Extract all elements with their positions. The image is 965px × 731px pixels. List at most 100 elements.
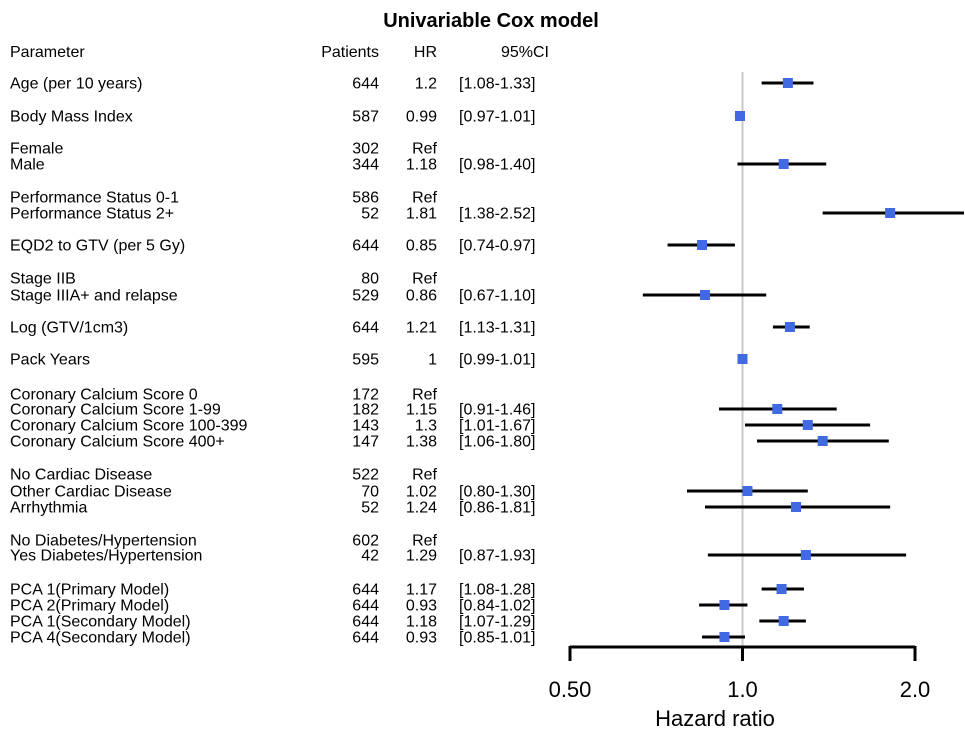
forest-rows: Age (per 10 years) 644 1.2 [1.08-1.33] Body …: [10, 76, 964, 647]
row-patients: 70: [361, 484, 379, 501]
x-tick-label: 0.50: [549, 677, 592, 702]
row-hr: 0.85: [406, 238, 437, 255]
hr-marker: [784, 322, 795, 332]
hr-marker: [719, 632, 730, 642]
hr-marker: [772, 404, 783, 414]
row-label: No Diabetes/Hypertension: [10, 533, 197, 550]
hr-marker: [817, 436, 828, 446]
row-patients: 586: [352, 190, 379, 207]
row-patients: 522: [352, 467, 379, 484]
hr-marker: [734, 111, 745, 121]
row-patients: 644: [352, 598, 379, 615]
row-label: PCA 1(Secondary Model): [10, 614, 191, 631]
row-label: Coronary Calcium Score 100-399: [10, 418, 248, 435]
hr-marker: [776, 584, 787, 594]
row-ci: [0.97-1.01]: [459, 109, 536, 126]
row-hr: Ref: [412, 190, 437, 207]
row-patients: 644: [352, 630, 379, 647]
row-ci: [0.67-1.10]: [459, 288, 536, 305]
row-hr: 1.81: [406, 206, 437, 223]
row-patients: 147: [352, 434, 379, 451]
hr-marker: [802, 420, 813, 430]
row-label: Other Cardiac Disease: [10, 484, 172, 501]
row-ci: [0.91-1.46]: [459, 402, 536, 419]
row-label: PCA 2(Primary Model): [10, 598, 169, 615]
col-header-ci: 95%CI: [501, 44, 549, 61]
row-ci: [0.87-1.93]: [459, 548, 536, 565]
row-hr: 0.93: [406, 630, 437, 647]
hr-marker: [699, 290, 710, 300]
row-label: Body Mass Index: [10, 109, 133, 126]
row-patients: 587: [352, 109, 379, 126]
row-label: PCA 4(Secondary Model): [10, 630, 191, 647]
hr-marker: [782, 78, 793, 88]
row-patients: 182: [352, 402, 379, 419]
x-axis: 0.50 1.0 2.0: [549, 645, 930, 702]
row-hr: 0.99: [406, 109, 437, 126]
chart-title: Univariable Cox model: [383, 10, 599, 32]
row-label: Performance Status 0-1: [10, 190, 179, 207]
row-label: Coronary Calcium Score 1-99: [10, 402, 221, 419]
row-hr: 1.24: [406, 500, 437, 517]
row-label: Yes Diabetes/Hypertension: [10, 548, 202, 565]
row-hr: Ref: [412, 467, 437, 484]
row-ci: [1.08-1.33]: [459, 76, 536, 93]
row-hr: 1.18: [406, 614, 437, 631]
row-ci: [0.99-1.01]: [459, 352, 536, 369]
row-hr: 1.29: [406, 548, 437, 565]
row-hr: 1.21: [406, 320, 437, 337]
row-ci: [0.86-1.81]: [459, 500, 536, 517]
row-ci: [0.85-1.01]: [459, 630, 536, 647]
row-ci: [1.13-1.31]: [459, 320, 536, 337]
row-label: Female: [10, 141, 63, 158]
row-patients: 52: [361, 500, 379, 517]
col-header-patients: Patients: [321, 44, 379, 61]
row-hr: 1.2: [415, 76, 437, 93]
row-patients: 595: [352, 352, 379, 369]
row-hr: Ref: [412, 533, 437, 550]
row-label: No Cardiac Disease: [10, 467, 152, 484]
row-ci: [0.74-0.97]: [459, 238, 536, 255]
row-ci: [1.08-1.28]: [459, 582, 536, 599]
col-header-parameter: Parameter: [10, 44, 85, 61]
hr-marker: [885, 208, 896, 218]
row-ci: [0.84-1.02]: [459, 598, 536, 615]
hr-marker: [697, 240, 708, 250]
row-patients: 644: [352, 238, 379, 255]
hr-marker: [778, 159, 789, 169]
x-tick-label: 1.0: [727, 677, 758, 702]
row-label: Male: [10, 157, 45, 174]
row-label: PCA 1(Primary Model): [10, 582, 169, 599]
row-patients: 42: [361, 548, 379, 565]
hr-marker: [778, 616, 789, 626]
hr-marker: [791, 502, 802, 512]
row-hr: 1.18: [406, 157, 437, 174]
row-hr: Ref: [412, 141, 437, 158]
hr-marker: [742, 486, 753, 496]
row-hr: 1.3: [415, 418, 437, 435]
row-patients: 52: [361, 206, 379, 223]
row-label: Stage IIB: [10, 271, 76, 288]
row-label: Coronary Calcium Score 0: [10, 387, 198, 404]
row-label: Coronary Calcium Score 400+: [10, 434, 225, 451]
row-patients: 172: [352, 387, 379, 404]
row-hr: Ref: [412, 387, 437, 404]
row-hr: 1.15: [406, 402, 437, 419]
row-patients: 602: [352, 533, 379, 550]
hr-marker: [737, 354, 748, 364]
row-hr: 1.02: [406, 484, 437, 501]
row-label: Performance Status 2+: [10, 206, 174, 223]
row-patients: 143: [352, 418, 379, 435]
row-patients: 529: [352, 288, 379, 305]
row-patients: 80: [361, 271, 379, 288]
row-patients: 344: [352, 157, 379, 174]
row-ci: [1.06-1.80]: [459, 434, 536, 451]
row-patients: 302: [352, 141, 379, 158]
row-label: Log (GTV/1cm3): [10, 320, 128, 337]
hr-marker: [800, 550, 811, 560]
row-label: Stage IIIA+ and relapse: [10, 288, 178, 305]
col-header-hr: HR: [414, 44, 437, 61]
row-ci: [1.07-1.29]: [459, 614, 536, 631]
row-label: EQD2 to GTV (per 5 Gy): [10, 238, 185, 255]
row-hr: 1: [428, 352, 437, 369]
